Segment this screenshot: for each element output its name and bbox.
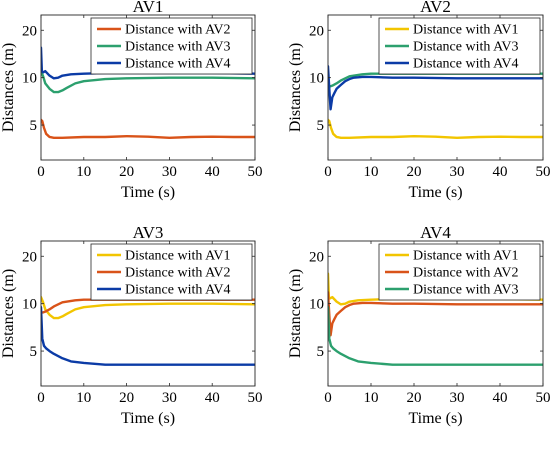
series-line-distance-with-av3 [328, 72, 543, 88]
series-line-distance-with-av4 [328, 65, 543, 111]
y-axis-label: Distances (m) [0, 43, 17, 132]
axes-box [327, 14, 544, 161]
x-tick-label: 30 [450, 164, 465, 180]
axes-box [327, 240, 544, 387]
series-line-distance-with-av2 [328, 291, 543, 337]
legend: Distance with AV1 Distance with AV3 Distan… [378, 17, 541, 75]
y-tick-label: 10 [309, 71, 324, 87]
series-line-distance-with-av3 [41, 69, 255, 94]
legend-entry: Distance with AV1 [125, 249, 231, 264]
subplot-av4: 0 10 20 30 40 50 5 10 20 AV4 Time (s) Distances (m)… [287, 223, 551, 427]
y-tick-label: 10 [309, 297, 324, 313]
series-line-distance-with-av2 [41, 118, 255, 140]
x-tick-label: 30 [450, 390, 465, 406]
x-tick-label: 40 [205, 390, 220, 406]
y-tick-label: 20 [22, 23, 37, 39]
x-tick-label: 20 [119, 390, 134, 406]
y-tick-label: 20 [309, 249, 324, 265]
legend-entry: Distance with AV3 [413, 283, 519, 298]
x-tick-label: 0 [37, 164, 45, 180]
x-tick-label: 0 [37, 390, 45, 406]
axes-box [40, 240, 256, 387]
y-tick-label: 10 [22, 71, 37, 87]
x-tick-label: 50 [248, 390, 263, 406]
x-tick-label: 30 [162, 164, 177, 180]
x-axis-label: Time (s) [408, 184, 462, 201]
y-axis-label: Distances (m) [287, 269, 304, 358]
x-tick-label: 10 [76, 390, 91, 406]
legend-entry: Distance with AV1 [413, 23, 519, 38]
legend-entry: Distance with AV2 [413, 266, 519, 281]
legend-entry: Distance with AV3 [125, 40, 231, 55]
y-tick-label: 10 [22, 297, 37, 313]
subplot-av3: 0 10 20 30 40 50 5 10 20 AV3 Time (s) Distances (m)… [0, 223, 263, 427]
x-tick-label: 50 [536, 164, 551, 180]
legend-entry: Distance with AV4 [413, 57, 519, 72]
y-tick-label: 5 [30, 118, 38, 134]
x-tick-label: 40 [493, 164, 508, 180]
y-tick-label: 5 [317, 344, 325, 360]
legend: Distance with AV1 Distance with AV2 Distan… [90, 243, 253, 301]
y-tick-label: 20 [22, 249, 37, 265]
x-tick-label: 40 [205, 164, 220, 180]
legend: Distance with AV1 Distance with AV2 Distan… [378, 243, 541, 301]
legend-entry: Distance with AV4 [125, 57, 231, 72]
legend-entry: Distance with AV4 [125, 283, 231, 298]
x-axis-label: Time (s) [121, 184, 175, 201]
subplot-av2: 0 10 20 30 40 50 5 10 20 AV2 Time (s) Distances (m)… [287, 0, 551, 201]
subplot-title: AV2 [420, 0, 451, 16]
x-tick-label: 50 [536, 390, 551, 406]
x-tick-label: 20 [407, 390, 422, 406]
y-axis-label: Distances (m) [0, 269, 17, 358]
y-tick-label: 5 [30, 344, 38, 360]
legend: Distance with AV2 Distance with AV3 Distan… [90, 17, 253, 75]
series-line-distance-with-av3 [328, 305, 543, 366]
legend-entry: Distance with AV1 [413, 249, 519, 264]
subplot-title: AV1 [133, 0, 164, 16]
series-line-distance-with-av1 [328, 118, 543, 140]
x-tick-label: 0 [324, 390, 332, 406]
subplot-title: AV4 [420, 223, 451, 242]
x-tick-label: 50 [248, 164, 263, 180]
x-tick-label: 0 [324, 164, 332, 180]
x-tick-label: 20 [119, 164, 134, 180]
x-axis-label: Time (s) [408, 410, 462, 427]
x-tick-label: 10 [364, 390, 379, 406]
subplot-title: AV3 [133, 223, 164, 242]
x-tick-label: 10 [76, 164, 91, 180]
series-line-distance-with-av4 [41, 305, 255, 366]
y-tick-label: 5 [317, 118, 325, 134]
legend-entry: Distance with AV2 [125, 266, 231, 281]
x-tick-label: 40 [493, 390, 508, 406]
axes-box [40, 14, 256, 161]
x-tick-label: 10 [364, 164, 379, 180]
x-tick-label: 30 [162, 390, 177, 406]
legend-entry: Distance with AV2 [125, 23, 231, 38]
x-tick-label: 20 [407, 164, 422, 180]
y-tick-label: 20 [309, 23, 324, 39]
y-axis-label: Distances (m) [287, 43, 304, 132]
subplot-av1: 0 10 20 30 40 50 5 10 20 AV1 Time (s) Distances (m)… [0, 0, 263, 201]
x-axis-label: Time (s) [121, 410, 175, 427]
legend-entry: Distance with AV3 [413, 40, 519, 55]
